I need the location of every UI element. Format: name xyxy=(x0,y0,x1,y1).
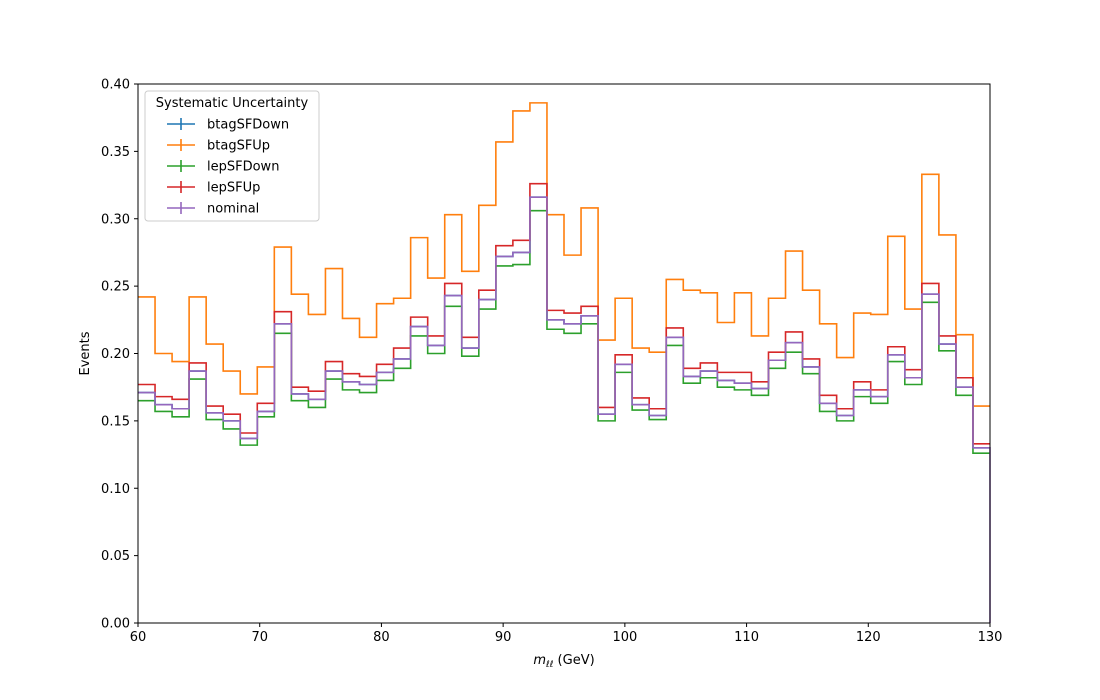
x-tick-label: 120 xyxy=(856,630,881,645)
legend-label: btagSFUp xyxy=(207,139,270,154)
legend-label: btagSFDown xyxy=(207,118,289,133)
legend-item-btagSFUp: btagSFUp xyxy=(167,139,270,154)
y-tick-label: 0.00 xyxy=(101,617,130,632)
x-axis-label-subscript: ℓℓ xyxy=(545,660,553,670)
x-axis-label-symbol: m xyxy=(533,653,546,668)
x-tick-label: 60 xyxy=(130,630,147,645)
y-axis-label: Events xyxy=(78,331,93,375)
series-line-btagSFUp xyxy=(138,102,990,407)
legend-items: btagSFDown btagSFUp lepSFDown lepSFUp nomina… xyxy=(167,118,289,217)
y-tick-label: 0.35 xyxy=(101,145,130,160)
series-layer xyxy=(138,102,991,623)
x-tick-label: 130 xyxy=(978,630,1003,645)
x-axis-label-unit: (GeV) xyxy=(553,653,594,668)
legend-title: Systematic Uncertainty xyxy=(156,96,309,111)
legend-label: nominal xyxy=(207,202,259,217)
y-tick-label: 0.25 xyxy=(101,280,130,295)
legend-item-lepSFDown: lepSFDown xyxy=(167,160,279,175)
series-line-lepSFDown xyxy=(138,209,990,455)
y-tick-label: 0.40 xyxy=(101,78,130,93)
series-line-lepSFUp xyxy=(138,182,990,445)
x-tick-label: 80 xyxy=(373,630,390,645)
legend-item-lepSFUp: lepSFUp xyxy=(167,181,260,196)
x-tick-label: 100 xyxy=(612,630,637,645)
y-tick-label: 0.30 xyxy=(101,212,130,227)
y-tick-label: 0.05 xyxy=(101,549,130,564)
x-axis-label: mℓℓ (GeV) xyxy=(533,653,594,670)
x-tick-label: 70 xyxy=(251,630,268,645)
axis-ticks: 60 70 80 90 100 110 120 130 0.00 0.05 0.10 0.15 0.20… xyxy=(101,78,1002,646)
y-tick-label: 0.10 xyxy=(101,482,130,497)
legend-label: lepSFDown xyxy=(207,160,279,175)
legend-label: lepSFUp xyxy=(207,181,260,196)
legend: Systematic Uncertainty btagSFDown btagSFU… xyxy=(144,90,320,222)
x-tick-label: 90 xyxy=(495,630,512,645)
x-tick-label: 110 xyxy=(734,630,759,645)
series-line-nominal xyxy=(138,196,991,623)
legend-item-btagSFDown: btagSFDown xyxy=(167,118,289,133)
legend-item-nominal: nominal xyxy=(167,202,259,217)
y-tick-label: 0.20 xyxy=(101,347,130,362)
y-tick-label: 0.15 xyxy=(101,414,130,429)
